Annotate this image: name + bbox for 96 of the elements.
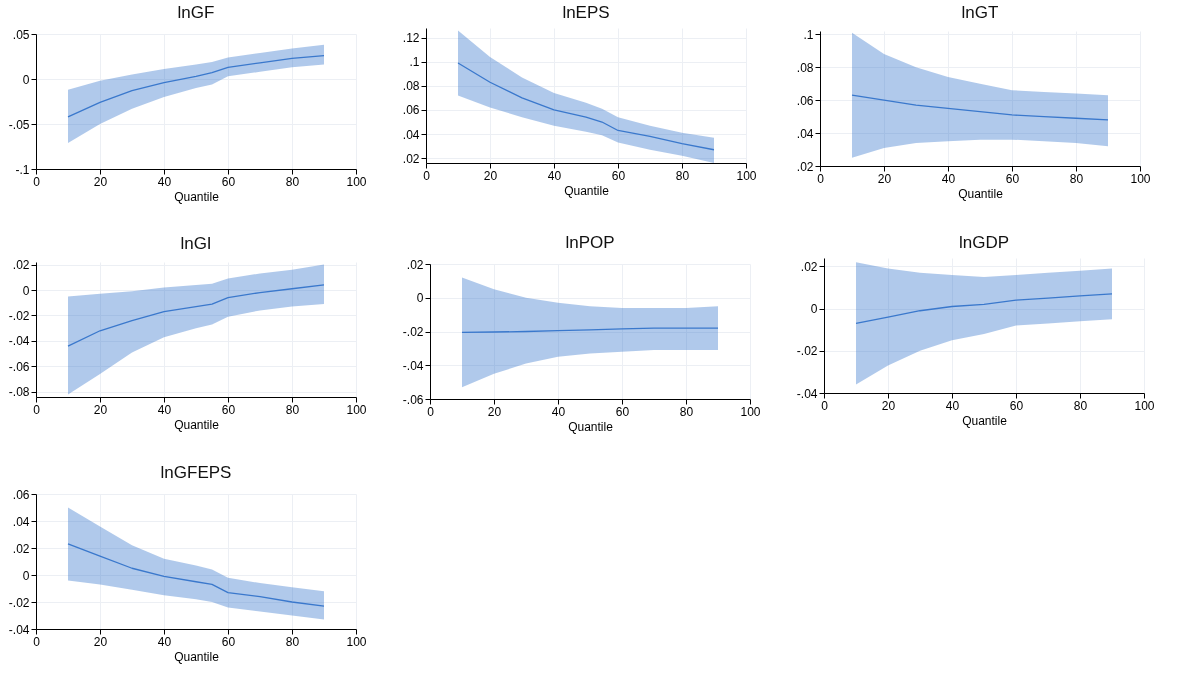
x-tick-label: 20 xyxy=(93,402,108,417)
x-tick-label: 20 xyxy=(487,404,502,419)
chart-title: lnEPS xyxy=(562,3,610,22)
x-tick-label: 60 xyxy=(221,402,236,417)
x-tick-label: 60 xyxy=(221,634,236,649)
x-tick-label: 40 xyxy=(945,398,960,413)
x-tick-label: 60 xyxy=(221,174,236,189)
y-tick-label: -.02 xyxy=(8,308,30,323)
x-tick-label: 40 xyxy=(157,402,172,417)
y-tick-label: .04 xyxy=(796,126,814,141)
y-tick-label: .04 xyxy=(12,514,30,529)
x-tick-label: 0 xyxy=(33,402,41,417)
y-tick-label: -.04 xyxy=(402,358,424,373)
x-tick-label: 80 xyxy=(675,168,690,183)
x-axis-title: Quantile xyxy=(174,417,220,432)
x-tick-label: 100 xyxy=(736,168,757,183)
y-tick-label: .02 xyxy=(406,257,424,272)
y-tick-label: .06 xyxy=(12,487,30,502)
y-tick-label: 0 xyxy=(22,568,30,583)
x-tick-label: 60 xyxy=(1005,171,1020,186)
x-tick-label: 80 xyxy=(285,634,300,649)
y-tick-label: .02 xyxy=(796,159,814,174)
y-tick-label: -.1 xyxy=(15,162,30,177)
x-tick-label: 100 xyxy=(346,634,367,649)
y-tick-label: 0 xyxy=(22,283,30,298)
y-tick-label: -.05 xyxy=(8,117,30,132)
line-series xyxy=(67,284,325,347)
y-tick-label: -.02 xyxy=(8,595,30,610)
chart-title: lnGF xyxy=(177,3,215,22)
y-tick-label: 0 xyxy=(810,302,818,317)
chart-title: lnPOP xyxy=(565,233,615,252)
x-tick-label: 40 xyxy=(157,174,172,189)
x-axis-title: Quantile xyxy=(564,183,610,198)
x-axis-title: Quantile xyxy=(962,413,1008,428)
y-tick-label: .06 xyxy=(402,103,420,118)
x-tick-label: 100 xyxy=(1134,398,1155,413)
y-tick-label: .1 xyxy=(803,27,814,42)
x-tick-label: 80 xyxy=(1069,171,1084,186)
x-tick-label: 100 xyxy=(346,402,367,417)
x-tick-label: 80 xyxy=(1073,398,1088,413)
x-tick-label: 100 xyxy=(1130,171,1151,186)
x-axis-title: Quantile xyxy=(958,186,1004,201)
x-tick-label: 40 xyxy=(551,404,566,419)
x-tick-label: 100 xyxy=(346,174,367,189)
x-tick-label: 0 xyxy=(427,404,435,419)
y-tick-label: -.04 xyxy=(796,386,818,401)
line-series xyxy=(457,62,715,151)
y-tick-label: -.08 xyxy=(8,385,30,400)
x-tick-label: 40 xyxy=(941,171,956,186)
y-tick-label: .02 xyxy=(12,258,30,273)
y-tick-label: .06 xyxy=(796,93,814,108)
y-tick-label: .1 xyxy=(409,55,420,70)
chart-title: lnGT xyxy=(961,3,999,23)
y-tick-label: 0 xyxy=(416,291,424,306)
x-tick-label: 40 xyxy=(547,168,562,183)
chart-title: lnGI xyxy=(180,233,212,253)
y-tick-label: .02 xyxy=(800,259,818,274)
x-tick-label: 40 xyxy=(157,634,172,649)
x-tick-label: 80 xyxy=(285,174,300,189)
x-tick-label: 20 xyxy=(93,174,108,189)
line-series xyxy=(851,94,1109,121)
y-tick-label: -.02 xyxy=(796,344,818,359)
y-tick-label: -.04 xyxy=(8,334,30,349)
y-tick-label: .02 xyxy=(402,151,420,166)
x-tick-label: 80 xyxy=(285,402,300,417)
x-tick-label: 60 xyxy=(615,404,630,419)
y-tick-label: .12 xyxy=(402,31,420,46)
y-tick-label: 0 xyxy=(22,72,30,87)
x-tick-label: 20 xyxy=(877,171,892,186)
x-tick-label: 0 xyxy=(33,174,41,189)
line-series xyxy=(67,543,325,607)
y-tick-label: .02 xyxy=(12,541,30,556)
y-tick-label: -.02 xyxy=(402,325,424,339)
y-tick-label: -.06 xyxy=(8,359,30,374)
y-tick-label: .08 xyxy=(796,60,814,75)
x-axis-title: Quantile xyxy=(174,189,220,204)
x-tick-label: 20 xyxy=(93,634,108,649)
x-tick-label: 80 xyxy=(679,404,694,419)
x-axis-title: Quantile xyxy=(568,419,614,434)
line-series xyxy=(67,54,325,118)
x-tick-label: 20 xyxy=(881,398,896,413)
chart-title: lnGDP xyxy=(958,233,1010,252)
y-tick-label: -.06 xyxy=(402,392,424,407)
x-tick-label: 20 xyxy=(483,168,498,183)
line-series xyxy=(855,293,1113,325)
y-tick-label: .04 xyxy=(402,127,420,142)
x-axis-title: Quantile xyxy=(174,649,220,664)
x-tick-label: 60 xyxy=(1009,398,1024,413)
x-tick-label: 100 xyxy=(740,404,761,419)
chart-title: lnGFEPS xyxy=(160,463,232,482)
x-tick-label: 60 xyxy=(611,168,626,183)
y-tick-label: .08 xyxy=(402,79,420,94)
y-tick-label: .05 xyxy=(12,27,30,42)
x-tick-label: 0 xyxy=(821,398,829,413)
x-tick-label: 0 xyxy=(33,634,41,649)
y-tick-label: -.04 xyxy=(8,622,30,637)
